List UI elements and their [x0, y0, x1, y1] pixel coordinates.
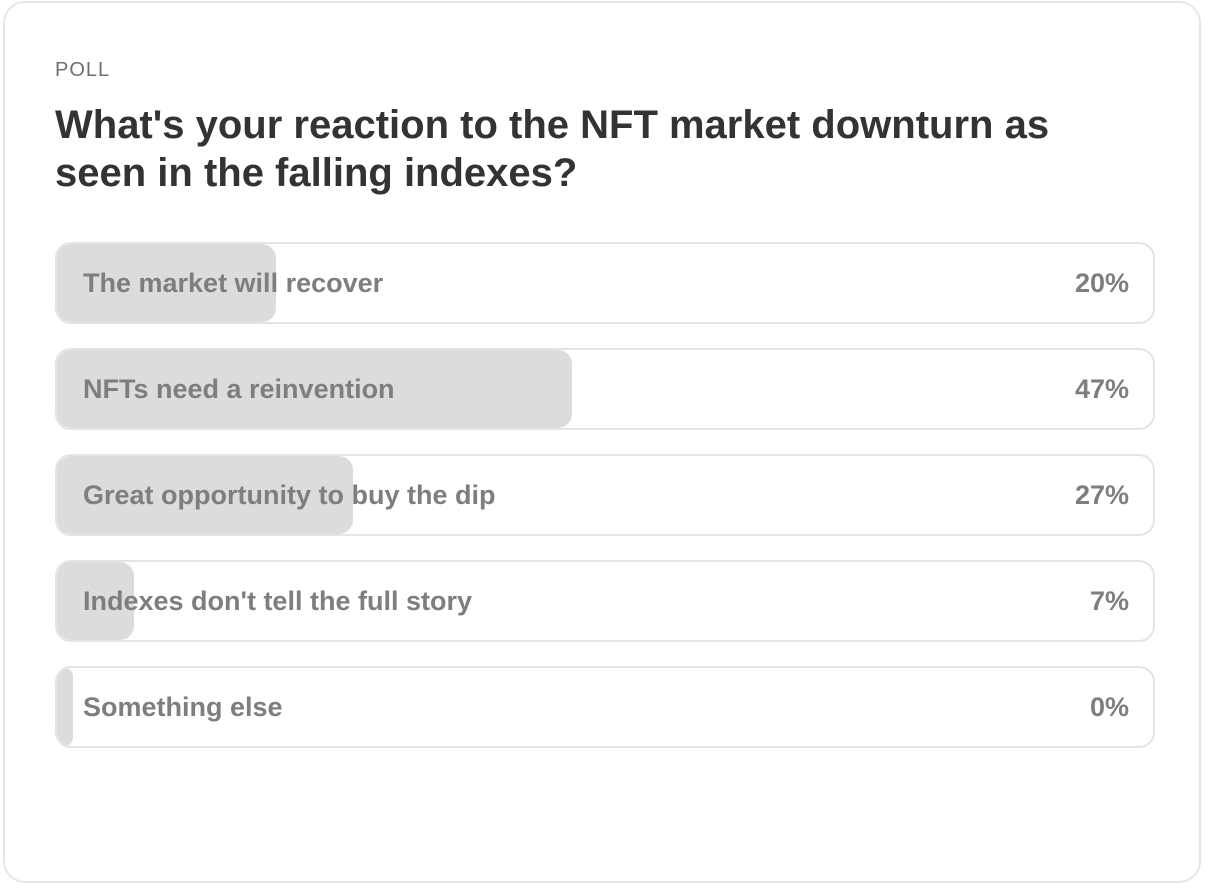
result-bar [57, 244, 276, 322]
option-percent: 27% [1074, 480, 1129, 510]
option-percent: 47% [1074, 374, 1129, 404]
poll-card: POLL What's your reaction to the NFT mar… [3, 1, 1201, 883]
poll-option-something-else[interactable]: Something else 0% [55, 666, 1155, 748]
option-percent: 7% [1089, 586, 1129, 616]
result-bar [57, 456, 353, 534]
result-bar [57, 668, 73, 746]
option-label: Indexes don't tell the full story [83, 586, 472, 616]
option-label: Something else [83, 692, 283, 722]
poll-question: What's your reaction to the NFT market d… [55, 103, 1050, 195]
result-bar [57, 350, 572, 428]
poll-option-nfts-need-reinvention[interactable]: NFTs need a reinvention 47% [55, 348, 1155, 430]
option-label: The market will recover [83, 268, 384, 298]
poll-option-indexes-dont-tell[interactable]: Indexes don't tell the full story 7% [55, 560, 1155, 642]
poll-option-buy-the-dip[interactable]: Great opportunity to buy the dip 27% [55, 454, 1155, 536]
option-percent: 20% [1074, 268, 1129, 298]
result-bar [57, 562, 134, 640]
poll-options: The market will recover 20% NFTs need a … [55, 242, 1155, 772]
poll-kicker: POLL [55, 59, 111, 81]
option-label: NFTs need a reinvention [83, 374, 395, 404]
poll-option-market-will-recover[interactable]: The market will recover 20% [55, 242, 1155, 324]
option-percent: 0% [1089, 692, 1129, 722]
option-label: Great opportunity to buy the dip [83, 480, 496, 510]
